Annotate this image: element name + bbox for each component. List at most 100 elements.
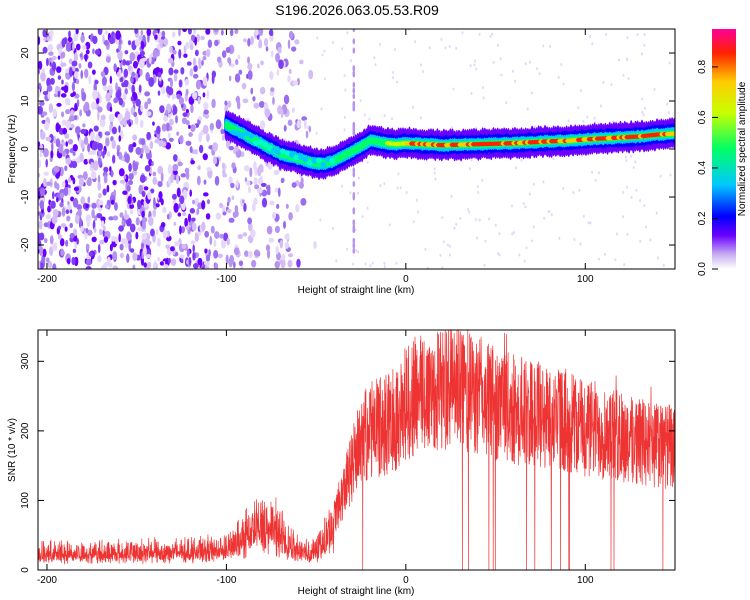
spectrogram-noise-mark bbox=[260, 182, 267, 188]
spectrogram-noise-mark bbox=[161, 85, 166, 95]
spectrogram-noise-mark bbox=[378, 42, 381, 46]
spectrogram-noise-mark bbox=[140, 256, 145, 266]
spectrogram-noise-mark bbox=[291, 107, 296, 113]
colorbar-tick-label: 0.0 bbox=[697, 262, 708, 276]
spectrogram-noise-mark bbox=[417, 210, 420, 214]
spectrogram-noise-mark bbox=[87, 143, 91, 153]
spectrogram-noise-mark bbox=[75, 43, 81, 51]
spectrogram-noise-mark bbox=[65, 209, 70, 215]
spectrogram-noise-mark bbox=[172, 49, 177, 55]
spectrogram-noise-mark bbox=[212, 142, 219, 152]
spectrogram-noise-mark bbox=[152, 176, 158, 185]
spectrogram-noise-mark bbox=[630, 195, 633, 199]
spectrogram-noise-mark bbox=[622, 215, 625, 219]
spectrogram-noise-mark bbox=[64, 179, 69, 189]
spectrogram-noise-mark bbox=[291, 46, 297, 52]
spectrogram-noise-mark bbox=[126, 253, 130, 263]
spectrogram-noise-mark bbox=[533, 182, 536, 186]
spectrogram-noise-mark bbox=[615, 232, 618, 236]
spectrogram-noise-mark bbox=[72, 197, 79, 208]
spectrogram-noise-mark bbox=[499, 57, 502, 61]
spectrogram-noise-mark bbox=[177, 212, 182, 217]
spectrogram-noise-mark bbox=[639, 198, 642, 202]
spectrogram-noise-mark bbox=[591, 42, 594, 46]
spectrogram-noise-mark bbox=[97, 174, 101, 185]
spectrogram-noise-mark bbox=[371, 261, 374, 265]
spectrogram-noise-mark bbox=[65, 239, 69, 247]
spectrogram-noise-mark bbox=[210, 225, 215, 234]
spectrogram-noise-mark bbox=[167, 164, 173, 175]
spectrogram-noise-mark bbox=[470, 158, 473, 162]
spectrogram-noise-mark bbox=[197, 165, 201, 171]
spectrogram-noise-mark bbox=[67, 138, 73, 145]
spectrogram-noise-mark bbox=[383, 182, 386, 186]
colorbar: 0.0 0.2 0.4 0.6 0.8 Normalized spectral ampl… bbox=[697, 29, 748, 276]
spectrogram-noise-mark bbox=[105, 56, 111, 63]
spectrogram-noise-mark bbox=[91, 69, 96, 75]
spectrogram-noise-mark bbox=[61, 207, 66, 217]
spectrogram-noise-mark bbox=[98, 200, 104, 206]
spectrogram-noise-mark bbox=[442, 240, 445, 244]
spectrogram-noise-mark bbox=[138, 58, 145, 69]
spectrogram-blob-mark bbox=[311, 158, 318, 164]
spectrogram-noise-mark bbox=[530, 239, 533, 243]
spectrogram-noise-mark bbox=[124, 238, 129, 249]
spectrogram-noise-mark bbox=[185, 170, 190, 180]
spectrogram-blob-mark bbox=[320, 161, 327, 168]
spectrogram-noise-mark bbox=[396, 80, 399, 84]
spectrogram-noise-mark bbox=[357, 176, 360, 180]
spectrogram-noise-mark bbox=[361, 215, 364, 219]
spectrogram-noise-mark bbox=[145, 71, 150, 82]
spectrogram-noise-mark bbox=[96, 213, 103, 219]
spectrogram-noise-mark bbox=[77, 208, 82, 218]
spectrogram-noise-mark bbox=[168, 67, 174, 76]
spectrogram-noise-mark bbox=[320, 107, 323, 111]
spectrogram-noise-mark bbox=[43, 36, 47, 42]
spectrogram-stripe-mark bbox=[352, 191, 356, 198]
spectrogram-noise-mark bbox=[61, 86, 66, 91]
spectrogram-noise-mark bbox=[156, 125, 161, 135]
spectrogram-noise-mark bbox=[91, 236, 97, 243]
spectrogram-noise-mark bbox=[61, 79, 64, 85]
spectrogram-noise-mark bbox=[155, 203, 160, 208]
spectrogram-noise-mark bbox=[178, 48, 182, 59]
spectrogram-noise-mark bbox=[97, 111, 100, 121]
spectrogram-noise-mark bbox=[253, 249, 260, 257]
spectrogram-noise-mark bbox=[123, 153, 129, 162]
spectrogram-noise-mark bbox=[189, 68, 194, 77]
spectrogram-noise-mark bbox=[252, 202, 256, 212]
spectrogram-noise-mark bbox=[231, 195, 235, 201]
spectrogram-noise-mark bbox=[58, 225, 62, 230]
spectrogram-noise-mark bbox=[497, 252, 500, 256]
spectrogram-noise-mark bbox=[366, 206, 369, 210]
spectrogram-noise-mark bbox=[653, 87, 656, 91]
spectrogram-noise-mark bbox=[271, 211, 277, 220]
spectrogram-noise-mark bbox=[364, 262, 367, 266]
spectrogram-noise-mark bbox=[59, 192, 65, 199]
spectrogram-noise-mark bbox=[108, 216, 115, 221]
top-x-tick-label: 0 bbox=[403, 274, 409, 285]
spectrogram-stripe-mark bbox=[352, 38, 356, 45]
spectrogram-noise-mark bbox=[175, 115, 178, 124]
spectrogram-noise-mark bbox=[296, 120, 301, 129]
bottom-x-ticks: -200 -100 0 100 bbox=[37, 330, 594, 586]
spectrogram-noise-mark bbox=[71, 256, 76, 266]
spectrogram-noise-mark bbox=[433, 167, 436, 171]
spectrogram-noise-mark bbox=[168, 137, 174, 142]
spectrogram-noise-mark bbox=[492, 60, 495, 64]
spectrogram-noise-mark bbox=[478, 32, 481, 36]
spectrogram-noise-mark bbox=[208, 249, 211, 257]
spectrogram-noise-mark bbox=[88, 251, 94, 257]
spectrogram-noise-mark bbox=[636, 33, 639, 37]
spectrogram-noise-mark bbox=[253, 102, 260, 109]
spectrogram-stripe-mark bbox=[352, 64, 356, 71]
spectrogram-noise-mark bbox=[181, 244, 187, 249]
spectrogram-noise-mark bbox=[93, 125, 99, 132]
spectrogram-noise-mark bbox=[221, 29, 224, 36]
spectrogram-noise-mark bbox=[597, 257, 600, 261]
spectrogram-noise-mark bbox=[452, 87, 455, 91]
spectrogram-noise-mark bbox=[550, 213, 553, 217]
spectrogram-noise-mark bbox=[475, 67, 478, 71]
colorbar-ticks: 0.0 0.2 0.4 0.6 0.8 bbox=[697, 60, 718, 276]
spectrogram-noise-mark bbox=[275, 52, 281, 63]
